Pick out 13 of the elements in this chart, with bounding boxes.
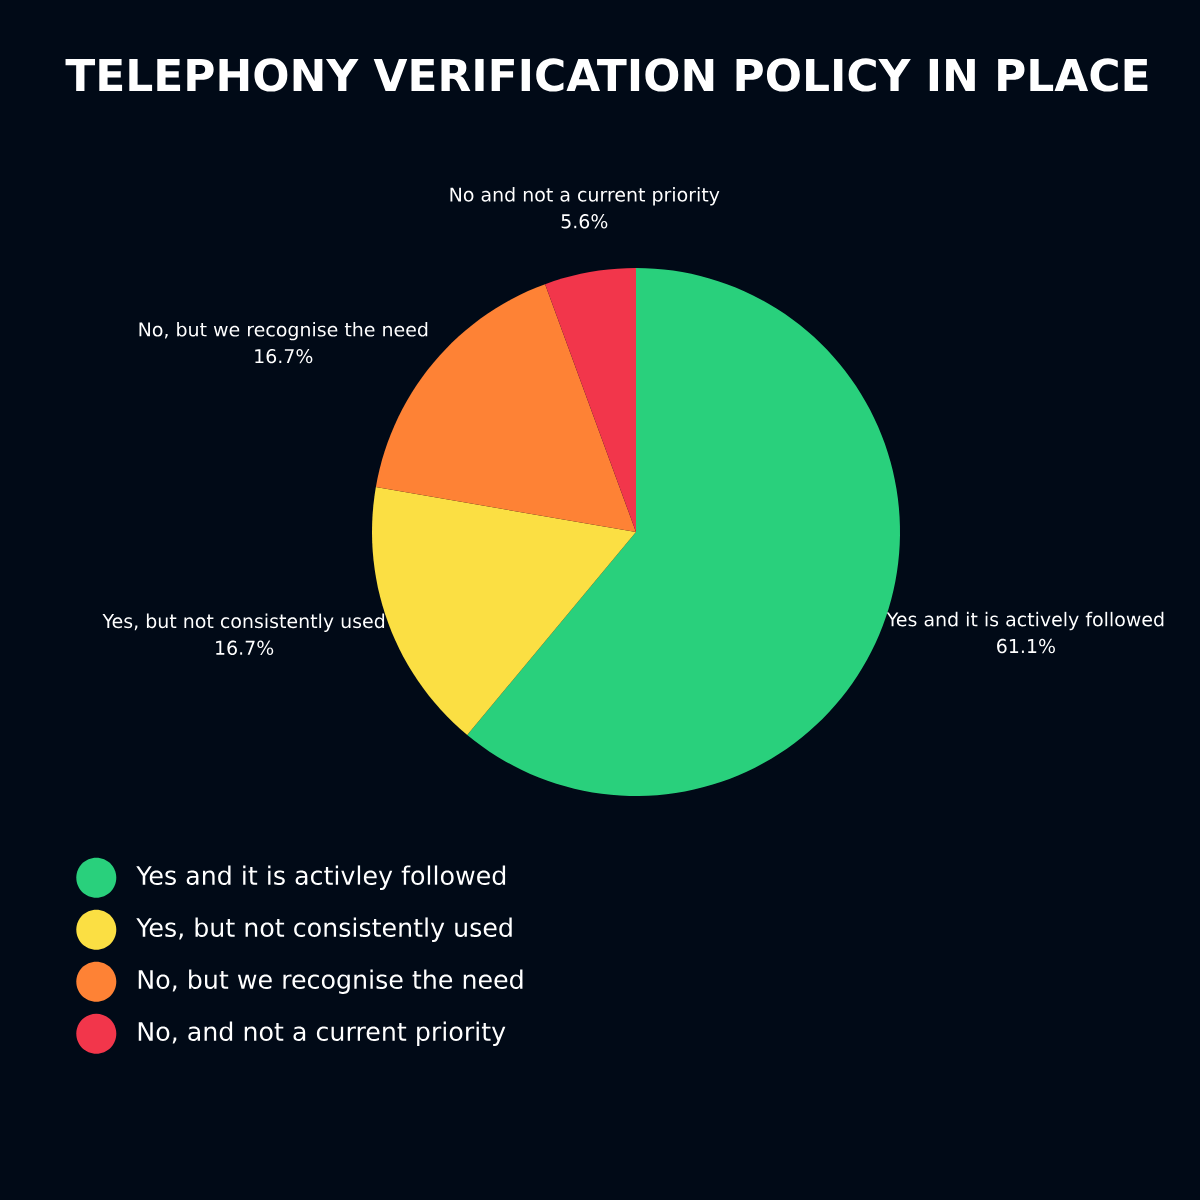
text: No and not a current priority bbox=[450, 187, 720, 206]
legend-label: No, but we recognise the need bbox=[138, 969, 523, 994]
legend-label: Yes, but not consistently used bbox=[136, 917, 512, 942]
text: Yes, but not consistently used bbox=[102, 613, 385, 632]
legend-label: No, and not a current priority bbox=[138, 1021, 506, 1046]
text: No, but we recognise the need bbox=[139, 321, 428, 341]
data-label: 5.6% bbox=[561, 214, 608, 229]
legend-label: Yes and it is activley followed bbox=[136, 865, 506, 890]
data-label: 61.1% bbox=[997, 638, 1055, 654]
data-label: 16.7% bbox=[255, 348, 313, 364]
data-label: 16.7% bbox=[216, 640, 274, 655]
text: Yes and it is actively followed bbox=[886, 611, 1164, 631]
chart-title: TELEPHONY VERIFICATION POLICY IN PLACE bbox=[65, 58, 1148, 92]
